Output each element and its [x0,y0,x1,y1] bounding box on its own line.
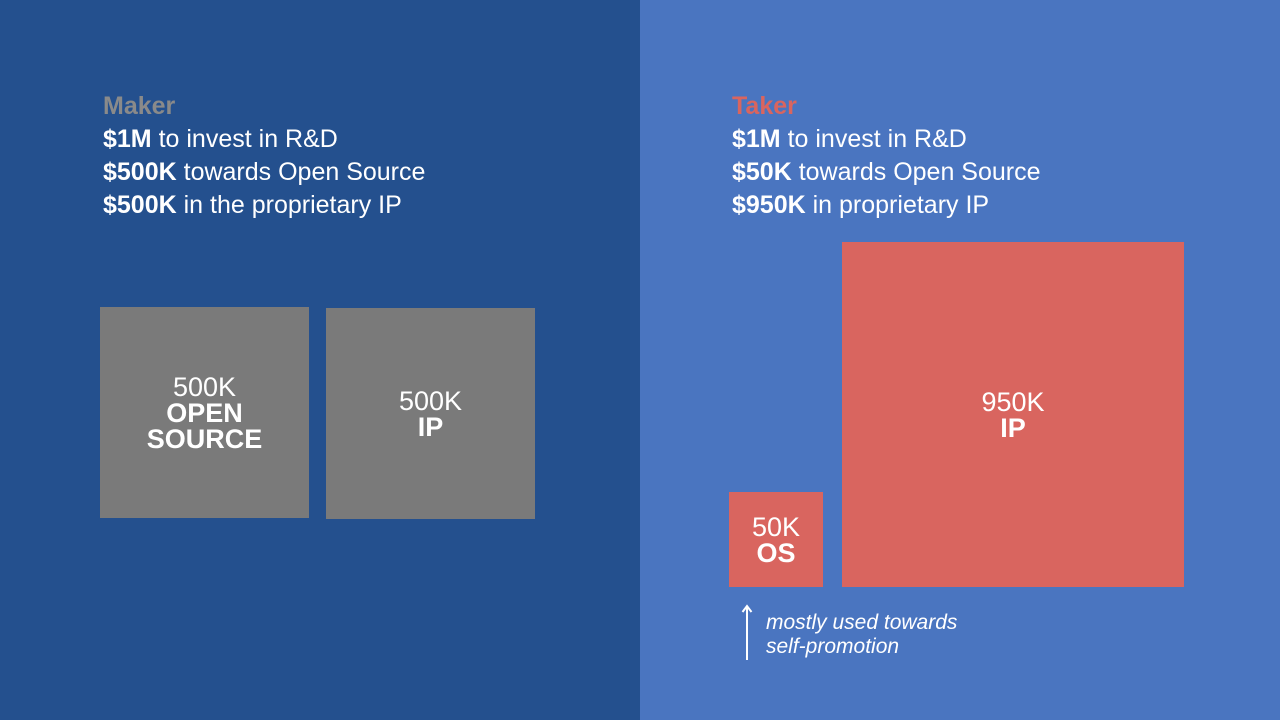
taker-line-2: $50K towards Open Source [732,158,1041,186]
taker-os-note: mostly used towards self-promotion [766,611,957,659]
maker-line-3: $500K in the proprietary IP [103,191,402,219]
taker-ip-label: IP [1000,412,1026,443]
maker-ip-amount: 500K [398,385,463,416]
taker-os-note-line-2: self-promotion [766,635,900,658]
maker-ip-label: IP [417,411,444,442]
maker-line-1: $1M to invest in R&D [103,125,338,153]
maker-ip-box: 500K IP [326,308,535,519]
taker-ip-amount: 950K [981,386,1045,417]
up-arrow-icon [741,604,753,660]
taker-os-amount: 50K [751,511,801,542]
taker-line-1: $1M to invest in R&D [732,125,967,153]
taker-os-box: 50K OS [729,492,823,587]
maker-line-2: $500K towards Open Source [103,158,426,186]
maker-open-source-label-1: OPEN [166,397,243,428]
taker-os-note-line-1: mostly used towards [766,611,958,634]
taker-panel: Taker $1M to invest in R&D $50K towards … [640,0,1280,720]
maker-heading: Maker [103,92,176,120]
maker-open-source-amount: 500K [172,371,237,402]
maker-open-source-box: 500K OPEN SOURCE [100,307,309,518]
maker-text-block: Maker $1M to invest in R&D $500K towards… [103,90,425,222]
maker-panel: Maker $1M to invest in R&D $500K towards… [0,0,640,720]
taker-line-3: $950K in proprietary IP [732,191,990,219]
taker-os-label: OS [756,537,796,568]
taker-heading: Taker [732,92,797,120]
taker-ip-box: 950K IP [842,242,1184,587]
maker-open-source-label-2: SOURCE [146,423,263,454]
taker-text-block: Taker $1M to invest in R&D $50K towards … [732,90,1041,222]
